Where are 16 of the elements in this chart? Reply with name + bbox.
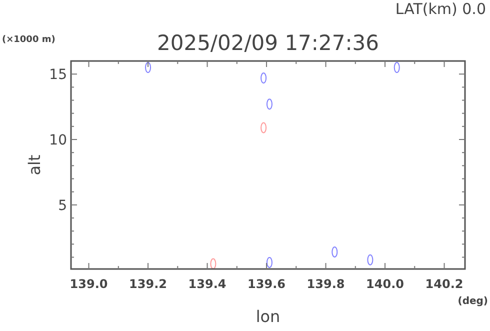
chart-title: 2025/02/09 17:27:36	[156, 31, 380, 55]
x-tick-label: 139.8	[306, 277, 345, 291]
text: (deg)	[458, 296, 488, 307]
x-axis-title: lon	[256, 307, 280, 326]
y-tick-label: 5	[58, 198, 67, 214]
x-tick-label: 139.6	[248, 277, 286, 291]
x-tick-label: 139.2	[129, 277, 168, 291]
x-tick-label: 140.0	[366, 277, 404, 291]
x-tick-label: 139.4	[188, 277, 226, 291]
y-tick-label: 10	[49, 132, 67, 148]
x-tick-label: 140.2	[425, 277, 464, 291]
text: (×1000 m)	[2, 35, 56, 45]
text: LAT(km) 0.0	[395, 0, 486, 18]
y-tick-label: 15	[49, 66, 67, 83]
y-axis-title: alt	[25, 154, 44, 176]
x-tick-label: 139.0	[70, 277, 108, 291]
